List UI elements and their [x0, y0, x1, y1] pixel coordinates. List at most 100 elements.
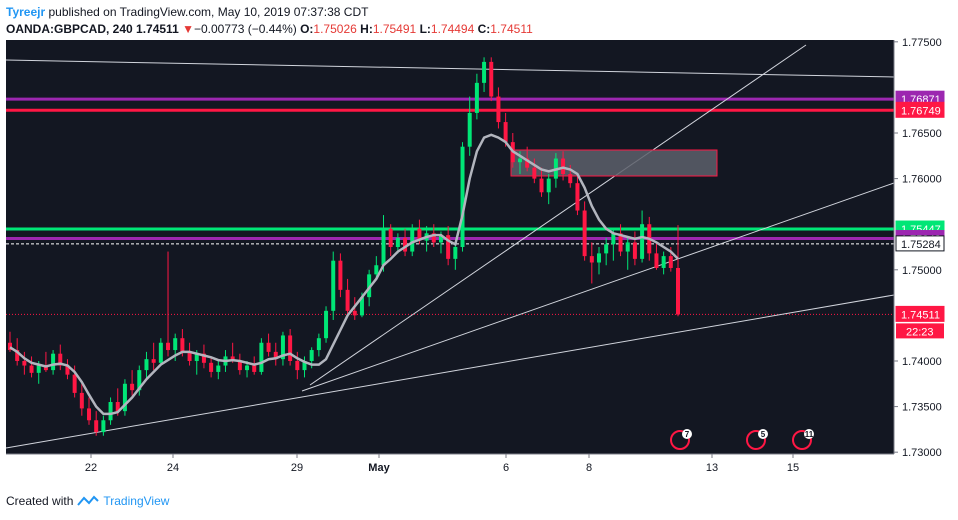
- candle-body[interactable]: [194, 353, 199, 361]
- candle-body[interactable]: [403, 237, 408, 252]
- candle-body[interactable]: [36, 365, 41, 373]
- candle-body[interactable]: [173, 338, 178, 351]
- candle-body[interactable]: [180, 338, 185, 352]
- candle-body[interactable]: [201, 353, 206, 363]
- candle-body[interactable]: [187, 351, 192, 361]
- candle-body[interactable]: [525, 158, 530, 168]
- candle-body[interactable]: [101, 420, 106, 433]
- candle-body[interactable]: [151, 359, 156, 363]
- candle-body[interactable]: [438, 235, 443, 243]
- candle-body[interactable]: [474, 82, 479, 113]
- candle-body[interactable]: [316, 338, 321, 351]
- author-link[interactable]: Tyreejr: [6, 5, 46, 19]
- candles-group: [8, 57, 680, 436]
- candle-body[interactable]: [122, 383, 127, 412]
- candle-body[interactable]: [395, 237, 400, 247]
- candle-body[interactable]: [596, 253, 601, 263]
- trendline-mid[interactable]: [301, 182, 895, 392]
- candle-body[interactable]: [482, 61, 487, 83]
- candle-body[interactable]: [331, 260, 336, 311]
- trendline-lower[interactable]: [5, 294, 895, 449]
- price-axis[interactable]: 1.77500 1.76500 1.76000 1.75000 1.74000 1.735…: [893, 38, 945, 459]
- candle-body[interactable]: [661, 256, 666, 268]
- candle-body[interactable]: [668, 256, 673, 268]
- candle-body[interactable]: [582, 210, 587, 257]
- candle-body[interactable]: [367, 274, 372, 298]
- candle-body[interactable]: [245, 365, 250, 371]
- candle-body[interactable]: [568, 174, 573, 184]
- candle-body[interactable]: [108, 402, 113, 421]
- candle-body[interactable]: [546, 178, 551, 193]
- time-axis[interactable]: 22 24 29 May 6 8 13 15: [6, 453, 894, 474]
- candle-body[interactable]: [144, 359, 149, 371]
- candle-body[interactable]: [230, 356, 235, 361]
- candle-body[interactable]: [539, 178, 544, 193]
- candle-body[interactable]: [410, 228, 415, 252]
- candle-body[interactable]: [640, 224, 645, 259]
- candle-body[interactable]: [517, 158, 522, 163]
- candle-body[interactable]: [43, 365, 48, 371]
- candle-body[interactable]: [15, 350, 20, 361]
- trendline-top[interactable]: [5, 59, 895, 78]
- candle-body[interactable]: [280, 335, 285, 360]
- candle-body[interactable]: [209, 362, 214, 372]
- candle-body[interactable]: [532, 167, 537, 179]
- candle-body[interactable]: [288, 335, 293, 361]
- candle-body[interactable]: [158, 342, 163, 363]
- candle-body[interactable]: [252, 365, 257, 372]
- candle-body[interactable]: [338, 260, 343, 290]
- candle-body[interactable]: [94, 420, 99, 433]
- candle-body[interactable]: [345, 289, 350, 311]
- candle-body[interactable]: [29, 365, 34, 373]
- candle-body[interactable]: [72, 374, 77, 393]
- candle-body[interactable]: [676, 267, 680, 315]
- candle-body[interactable]: [632, 242, 637, 259]
- candle-body[interactable]: [654, 253, 659, 268]
- candle-body[interactable]: [460, 146, 465, 247]
- candle-body[interactable]: [137, 370, 142, 391]
- candle-body[interactable]: [51, 353, 56, 371]
- candle-body[interactable]: [237, 360, 242, 371]
- candle-body[interactable]: [611, 233, 616, 245]
- candle-body[interactable]: [417, 228, 422, 241]
- candle-body[interactable]: [381, 228, 386, 266]
- candle-body[interactable]: [431, 233, 436, 243]
- candle-body[interactable]: [166, 342, 171, 351]
- candle-body[interactable]: [489, 61, 494, 97]
- trendline-steep[interactable]: [309, 44, 807, 386]
- candle-body[interactable]: [22, 360, 27, 366]
- candle-body[interactable]: [503, 122, 508, 143]
- candle-body[interactable]: [8, 342, 12, 351]
- candle-body[interactable]: [561, 158, 566, 175]
- candle-body[interactable]: [302, 360, 307, 371]
- candle-body[interactable]: [65, 365, 70, 375]
- candle-body[interactable]: [359, 297, 364, 316]
- candle-body[interactable]: [604, 244, 609, 254]
- candle-body[interactable]: [496, 96, 501, 123]
- candle-body[interactable]: [374, 265, 379, 275]
- candle-body[interactable]: [352, 310, 357, 316]
- time-tick-label: May: [368, 462, 390, 474]
- tradingview-brand-link[interactable]: TradingView: [103, 494, 170, 508]
- candle-body[interactable]: [58, 353, 63, 366]
- candle-body[interactable]: [266, 342, 271, 352]
- candle-body[interactable]: [467, 112, 472, 147]
- candle-body[interactable]: [115, 402, 120, 412]
- candle-body[interactable]: [130, 383, 135, 391]
- candle-body[interactable]: [295, 360, 300, 371]
- candle-body[interactable]: [273, 351, 278, 360]
- candle-body[interactable]: [618, 233, 623, 252]
- candle-body[interactable]: [259, 342, 264, 372]
- candle-body[interactable]: [216, 365, 221, 372]
- candle-body[interactable]: [309, 350, 314, 361]
- candle-body[interactable]: [453, 247, 458, 259]
- candle-body[interactable]: [87, 408, 92, 421]
- candle-body[interactable]: [79, 392, 84, 409]
- candle-body[interactable]: [589, 256, 594, 263]
- candle-body[interactable]: [575, 183, 580, 211]
- candle-body[interactable]: [446, 235, 451, 259]
- candle-body[interactable]: [388, 228, 393, 247]
- candle-body[interactable]: [324, 310, 329, 339]
- candle-body[interactable]: [625, 242, 630, 252]
- price-chart[interactable]: 7 5 11 1.77500 1.76500 1.76000 1.75000 1.74000…: [0, 38, 958, 486]
